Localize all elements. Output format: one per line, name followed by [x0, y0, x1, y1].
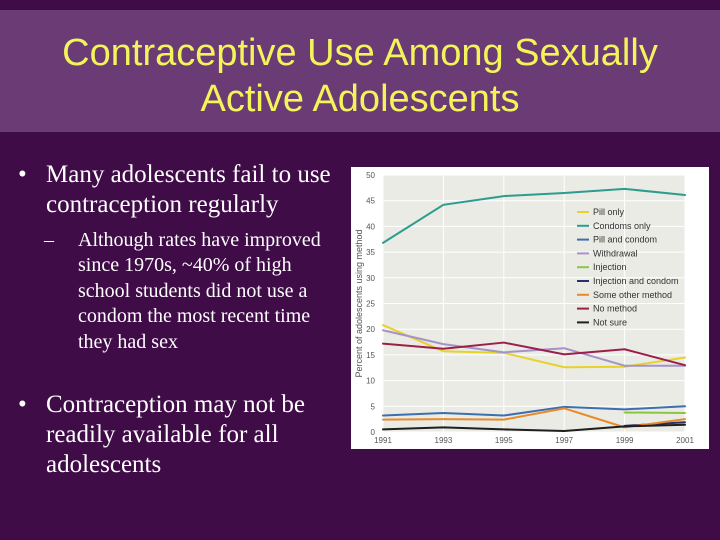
series-line-withdrawal: [382, 329, 686, 367]
y-tick-label: 45: [366, 197, 375, 206]
legend-label: Some other method: [593, 290, 672, 300]
bullet-marker: •: [18, 161, 27, 188]
x-tick-label: 1999: [616, 436, 634, 445]
y-tick-label: 15: [366, 351, 375, 360]
subbullet-marker: –: [44, 229, 54, 251]
bullet-2-text: Contraception may not be readily availab…: [46, 391, 305, 478]
x-tick-label: 1997: [555, 436, 573, 445]
legend-label: Withdrawal: [593, 248, 638, 258]
y-tick-label: 25: [366, 300, 375, 309]
y-tick-label: 20: [366, 325, 375, 334]
legend-label: Injection and condom: [593, 276, 679, 286]
bullet-marker: •: [18, 391, 27, 418]
y-tick-label: 5: [371, 402, 376, 411]
y-tick-label: 35: [366, 248, 375, 257]
y-tick-label: 0: [371, 428, 376, 437]
series-line-no-method: [382, 341, 686, 367]
chart-svg: 0 5 10 15 20 25 30 35 40 45 50 1991 1993 1995 1997 1999…: [354, 171, 694, 445]
x-tick-label: 1995: [495, 436, 513, 445]
series-line-pill-and-condom: [382, 405, 686, 417]
y-tick-label: 10: [366, 377, 375, 386]
series-line-condoms-only: [382, 187, 686, 244]
bullet-1-text: Many adolescents fail to use contracepti…: [46, 161, 331, 218]
legend-label: No method: [593, 304, 637, 314]
legend-label: Not sure: [593, 317, 627, 327]
x-tick-label: 2001: [676, 436, 694, 445]
subbullet-1-text: Although rates have improved since 1970s…: [78, 229, 321, 353]
title-bar: Contraceptive Use Among Sexually Active …: [0, 0, 720, 132]
series-line-not-sure: [382, 423, 686, 432]
y-tick-label: 50: [366, 171, 375, 180]
slide-title: Contraceptive Use Among Sexually Active …: [62, 32, 658, 120]
y-tick-label: 30: [366, 274, 375, 283]
y-tick-label: 40: [366, 222, 375, 231]
legend-label: Pill and condom: [593, 235, 657, 245]
y-axis-label: Percent of adolescents using method: [354, 229, 364, 377]
x-tick-label: 1991: [374, 436, 392, 445]
series-line-injection: [623, 411, 686, 414]
contraceptive-line-chart: 0 5 10 15 20 25 30 35 40 45 50 1991 1993 1995 1997 1999…: [351, 167, 709, 449]
legend-label: Condoms only: [593, 221, 651, 231]
x-tick-label: 1993: [435, 436, 453, 445]
legend-label: Injection: [593, 262, 627, 272]
legend-label: Pill only: [593, 207, 625, 217]
